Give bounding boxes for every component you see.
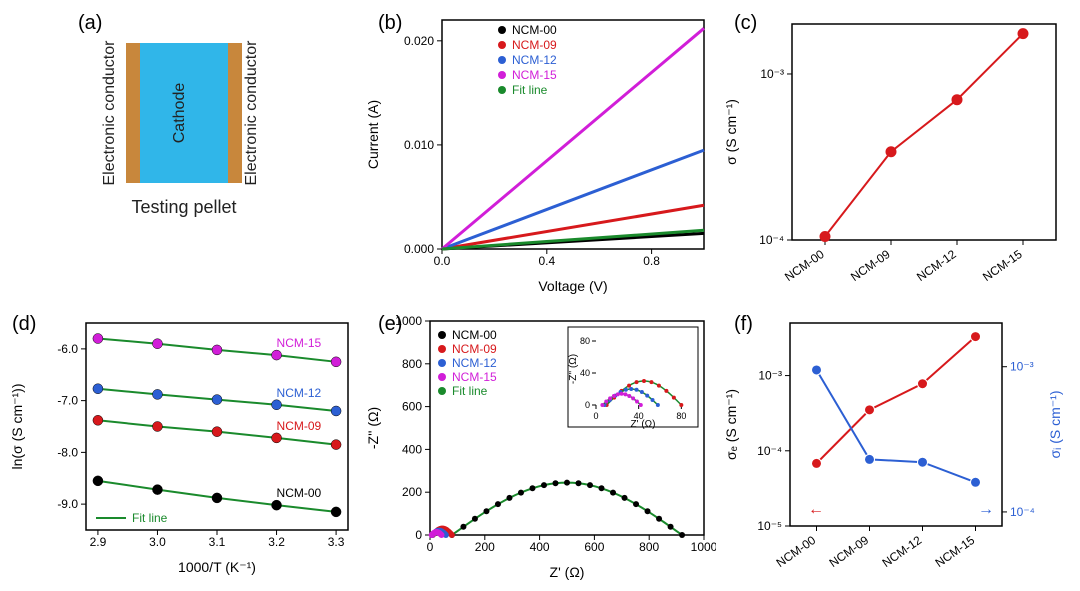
svg-text:10⁻⁵: 10⁻⁵ — [757, 519, 782, 533]
svg-text:σₑ (S cm⁻¹): σₑ (S cm⁻¹) — [723, 389, 739, 460]
panel-c: (c) 10⁻⁴ 10⁻³ NCM-00 NCM-09 NCM-12 NCM-15 σ (S… — [720, 8, 1072, 305]
svg-text:NCM-12: NCM-12 — [277, 386, 322, 400]
svg-text:NCM-09: NCM-09 — [848, 247, 893, 284]
svg-text:NCM-15: NCM-15 — [512, 68, 557, 82]
svg-text:Fit line: Fit line — [132, 511, 168, 525]
svg-text:NCM-15: NCM-15 — [980, 247, 1025, 284]
svg-text:0: 0 — [593, 411, 598, 421]
svg-text:σ (S cm⁻¹): σ (S cm⁻¹) — [723, 99, 739, 165]
svg-text:Fit line: Fit line — [512, 83, 548, 97]
svg-text:0.020: 0.020 — [404, 34, 434, 48]
svg-text:1000: 1000 — [691, 540, 716, 554]
panel-c-label: (c) — [734, 12, 757, 35]
svg-text:2.9: 2.9 — [90, 535, 107, 549]
svg-text:ln(σ (S cm⁻¹)): ln(σ (S cm⁻¹)) — [9, 383, 25, 469]
svg-text:Z' (Ω): Z' (Ω) — [631, 419, 656, 430]
svg-text:200: 200 — [402, 485, 422, 499]
svg-text:-Z'' (Ω): -Z'' (Ω) — [568, 354, 579, 384]
svg-text:-6.0: -6.0 — [57, 342, 78, 356]
svg-text:0.0: 0.0 — [434, 254, 451, 268]
svg-text:NCM-09: NCM-09 — [452, 342, 497, 356]
svg-text:NCM-00: NCM-00 — [782, 247, 827, 284]
svg-text:3.2: 3.2 — [268, 535, 285, 549]
panel-a: (a) Electronic conductor Electronic condu… — [8, 8, 360, 305]
svg-text:NCM-15: NCM-15 — [933, 533, 978, 570]
svg-text:NCM-00: NCM-00 — [774, 533, 819, 570]
panel-d: (d) 2.9 3.0 3.1 3.2 3.3 -9.0 -8.0 -7.0 -6.0 1000/… — [8, 309, 360, 591]
svg-text:0: 0 — [585, 400, 590, 410]
svg-text:Electronic conductor: Electronic conductor — [101, 40, 118, 186]
svg-text:0.4: 0.4 — [538, 254, 555, 268]
svg-text:1000/T (K⁻¹): 1000/T (K⁻¹) — [178, 559, 256, 575]
svg-text:NCM-12: NCM-12 — [452, 356, 497, 370]
svg-text:10⁻⁴: 10⁻⁴ — [757, 444, 782, 458]
svg-text:800: 800 — [639, 540, 659, 554]
svg-text:NCM-15: NCM-15 — [277, 336, 322, 350]
panel-b: (b) 0.0 0.4 0.8 0.000 0.010 0.020 Voltage (V) C… — [364, 8, 716, 305]
svg-text:Voltage (V): Voltage (V) — [538, 278, 607, 294]
panel-e-label: (e) — [378, 313, 402, 336]
svg-text:400: 400 — [530, 540, 550, 554]
svg-text:σᵢ (S cm⁻¹): σᵢ (S cm⁻¹) — [1047, 391, 1063, 459]
panel-f-label: (f) — [734, 313, 753, 336]
svg-text:0.000: 0.000 — [404, 242, 434, 256]
svg-text:NCM-09: NCM-09 — [277, 419, 322, 433]
svg-text:10⁻³: 10⁻³ — [760, 67, 784, 81]
svg-text:NCM-00: NCM-00 — [277, 486, 322, 500]
panel-b-label: (b) — [378, 12, 402, 35]
svg-text:400: 400 — [402, 442, 422, 456]
svg-text:NCM-00: NCM-00 — [512, 23, 557, 37]
svg-text:80: 80 — [580, 336, 590, 346]
svg-text:0: 0 — [427, 540, 434, 554]
svg-text:10⁻³: 10⁻³ — [758, 369, 782, 383]
svg-text:Fit line: Fit line — [452, 384, 488, 398]
svg-text:3.0: 3.0 — [149, 535, 166, 549]
svg-text:40: 40 — [580, 368, 590, 378]
svg-text:NCM-12: NCM-12 — [914, 247, 959, 284]
svg-text:NCM-00: NCM-00 — [452, 328, 497, 342]
svg-text:Cathode: Cathode — [171, 83, 188, 144]
panel-a-label: (a) — [78, 12, 102, 35]
panel-f: (f) 10⁻⁵10⁻⁴10⁻³10⁻⁴10⁻³NCM-00NCM-09NCM-… — [720, 309, 1072, 591]
svg-text:10⁻⁴: 10⁻⁴ — [759, 233, 784, 247]
svg-text:800: 800 — [402, 357, 422, 371]
svg-text:Current (A): Current (A) — [365, 100, 381, 169]
svg-text:10⁻³: 10⁻³ — [1010, 360, 1034, 374]
svg-text:3.1: 3.1 — [209, 535, 226, 549]
svg-text:0.8: 0.8 — [643, 254, 660, 268]
svg-text:3.3: 3.3 — [328, 535, 345, 549]
svg-text:-Z'' (Ω): -Z'' (Ω) — [365, 407, 381, 449]
svg-text:0: 0 — [415, 528, 422, 542]
svg-text:-7.0: -7.0 — [57, 394, 78, 408]
svg-text:Electronic conductor: Electronic conductor — [243, 40, 260, 186]
svg-text:NCM-15: NCM-15 — [452, 370, 497, 384]
panel-e: (e) 0200400600800100002004006008001000Z'… — [364, 309, 716, 591]
svg-text:200: 200 — [475, 540, 495, 554]
svg-text:→: → — [978, 501, 994, 518]
svg-text:NCM-09: NCM-09 — [827, 533, 872, 570]
svg-text:-9.0: -9.0 — [57, 497, 78, 511]
svg-text:10⁻⁴: 10⁻⁴ — [1010, 505, 1035, 519]
svg-text:Z' (Ω): Z' (Ω) — [550, 564, 585, 580]
svg-text:NCM-12: NCM-12 — [880, 533, 925, 570]
svg-text:NCM-12: NCM-12 — [512, 53, 557, 67]
svg-text:600: 600 — [584, 540, 604, 554]
svg-text:NCM-09: NCM-09 — [512, 38, 557, 52]
svg-text:Testing pellet: Testing pellet — [131, 197, 236, 217]
svg-text:80: 80 — [676, 411, 686, 421]
svg-text:600: 600 — [402, 400, 422, 414]
svg-text:0.010: 0.010 — [404, 138, 434, 152]
panel-d-label: (d) — [12, 313, 36, 336]
svg-text:-8.0: -8.0 — [57, 445, 78, 459]
svg-text:←: ← — [808, 501, 824, 518]
